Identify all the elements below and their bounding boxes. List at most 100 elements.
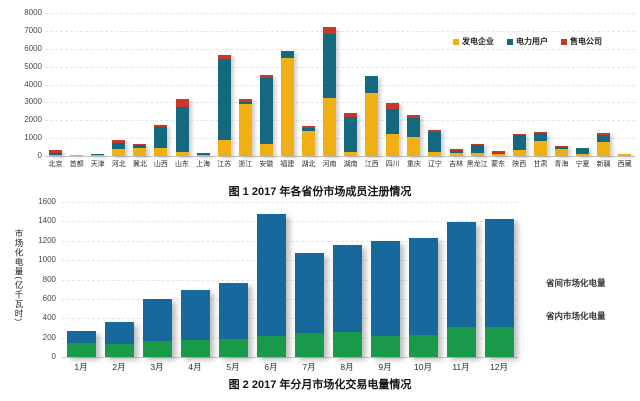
x-label-湖北: 湖北 <box>301 161 316 168</box>
segment-发电企业-江苏 <box>217 139 231 156</box>
bar-7月 <box>294 253 324 357</box>
segment-售电公司-重庆 <box>407 114 421 118</box>
y-tick-label-4000: 4000 <box>24 79 42 89</box>
y-tick-label-0: 0 <box>51 352 56 361</box>
legend-swatch-售电公司 <box>561 38 567 45</box>
gridline-2000 <box>45 120 635 122</box>
segment-发电企业-冀北 <box>133 148 147 156</box>
bar-4月 <box>180 290 210 357</box>
bar-slot-10月 <box>404 202 442 357</box>
segment-电力用户-新疆 <box>597 134 611 142</box>
segment-省内市场化电量-12月 <box>484 219 514 328</box>
segment-电力用户-安徽 <box>259 77 273 144</box>
segment-电力用户-青海 <box>554 146 568 149</box>
gridline-200 <box>62 337 518 339</box>
bar-首都 <box>70 154 84 156</box>
figure2-x-axis-labels: 1月 2月 3月 4月 5月 6月 7月 8月 9月 10月 11月 12月 <box>62 361 518 373</box>
bar-slot-冀北 <box>129 13 150 156</box>
bar-slot-安徽 <box>256 13 277 156</box>
bar-四川 <box>386 103 400 156</box>
x-label-2月: 2月 <box>112 362 126 372</box>
y-tick-label-2000: 2000 <box>24 115 42 125</box>
bar-新疆 <box>597 132 611 156</box>
bar-slot-河南 <box>319 13 340 156</box>
segment-发电企业-福建 <box>280 57 294 156</box>
x-label-蒙东: 蒙东 <box>491 161 506 168</box>
bar-湖南 <box>344 113 358 156</box>
bar-slot-宁夏 <box>572 13 593 156</box>
bar-slot-7月 <box>290 202 328 357</box>
bar-福建 <box>280 50 294 156</box>
y-tick-label-1000: 1000 <box>38 255 56 265</box>
segment-电力用户-河南 <box>323 34 337 98</box>
bar-slot-福建 <box>277 13 298 156</box>
gridline-6000 <box>45 48 635 50</box>
segment-发电企业-四川 <box>386 133 400 156</box>
segment-发电企业-陕西 <box>512 149 526 156</box>
gridline-400 <box>62 318 518 320</box>
bar-5月 <box>218 283 248 357</box>
figure1-x-axis-labels: 北京 首都 天津 河北 冀北 山西 山东 上海 江苏 浙江 安徽 福建 湖北 河南 湖南 江西 四川 重庆 辽宁 吉林… <box>45 159 635 169</box>
bar-slot-天津 <box>87 13 108 156</box>
segment-售电公司-冀北 <box>133 144 147 146</box>
figure1-plot-area: 发电企业 电力用户 售电公司 <box>45 13 635 157</box>
x-label-新疆: 新疆 <box>596 161 611 168</box>
x-label-陕西: 陕西 <box>512 161 527 168</box>
bar-11月 <box>446 221 476 357</box>
gridline-7000 <box>45 30 635 32</box>
segment-发电企业-山西 <box>154 147 168 156</box>
gridline-0 <box>62 357 518 358</box>
x-label-吉林: 吉林 <box>449 161 464 168</box>
legend-item-发电企业: 发电企业 <box>453 36 494 47</box>
x-label-江苏: 江苏 <box>217 161 232 168</box>
x-label-9月: 9月 <box>378 362 392 372</box>
segment-售电公司-浙江 <box>238 98 252 102</box>
segment-省间市场化电量-8月 <box>332 332 362 357</box>
segment-电力用户-黑龙江 <box>470 144 484 154</box>
segment-发电企业-河南 <box>323 97 337 156</box>
bar-slot-4月 <box>176 202 214 357</box>
segment-售电公司-湖南 <box>344 113 358 117</box>
segment-售电公司-湖北 <box>301 125 315 128</box>
x-label-河北: 河北 <box>111 161 126 168</box>
segment-发电企业-宁夏 <box>575 153 589 156</box>
bar-slot-黑龙江 <box>467 13 488 156</box>
segment-发电企业-西藏 <box>618 154 632 156</box>
segment-售电公司-蒙东 <box>491 151 505 153</box>
segment-省内市场化电量-8月 <box>332 244 362 333</box>
x-label-甘肃: 甘肃 <box>533 161 548 168</box>
figure1-bars <box>45 13 635 156</box>
bar-河南 <box>323 27 337 156</box>
x-label-北京: 北京 <box>48 161 63 168</box>
bar-天津 <box>91 153 105 156</box>
legend-swatch-发电企业 <box>453 38 459 45</box>
legend-swatch-电力用户 <box>507 38 513 45</box>
bar-slot-山西 <box>150 13 171 156</box>
bar-slot-8月 <box>328 202 366 357</box>
segment-省内市场化电量-3月 <box>142 299 172 341</box>
x-label-福建: 福建 <box>280 161 295 168</box>
segment-售电公司-四川 <box>386 103 400 109</box>
segment-发电企业-新疆 <box>597 141 611 156</box>
y-tick-label-1600: 1600 <box>38 197 56 206</box>
segment-售电公司-安徽 <box>259 75 273 78</box>
x-label-黑龙江: 黑龙江 <box>466 161 488 168</box>
bar-黑龙江 <box>470 143 484 156</box>
segment-售电公司-辽宁 <box>428 130 442 132</box>
gridline-0 <box>45 156 635 157</box>
bar-陕西 <box>512 133 526 156</box>
bar-浙江 <box>238 98 252 156</box>
gridline-5000 <box>45 66 635 68</box>
bar-slot-12月 <box>480 202 518 357</box>
x-label-宁夏: 宁夏 <box>575 161 590 168</box>
figure2-y-axis: 0 200 400 600 800 1000 1200 1400 1600 <box>26 0 56 401</box>
segment-电力用户-湖南 <box>344 116 358 152</box>
bar-slot-江苏 <box>214 13 235 156</box>
segment-发电企业-黑龙江 <box>470 153 484 156</box>
bar-slot-陕西 <box>509 13 530 156</box>
segment-省内市场化电量-1月 <box>66 330 96 344</box>
bar-西藏 <box>618 154 632 156</box>
segment-省内市场化电量-7月 <box>294 253 324 334</box>
segment-电力用户-天津 <box>91 153 105 156</box>
